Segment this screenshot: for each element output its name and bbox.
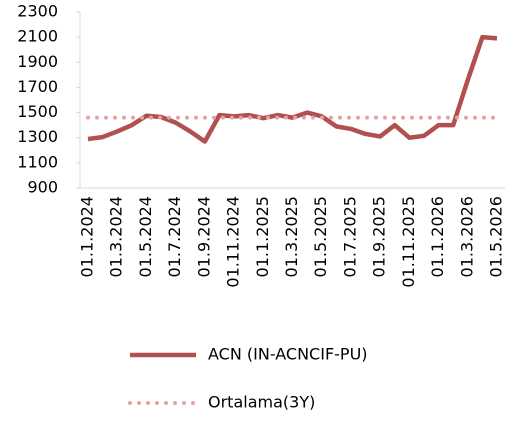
- y-tick-label: 1500: [17, 102, 58, 121]
- x-tick-label: 01.5.2025: [311, 196, 330, 277]
- x-tick-label: 01.3.2026: [457, 196, 476, 277]
- y-tick-label: 2100: [17, 27, 58, 46]
- x-tick-label: 01.1.2025: [253, 196, 272, 277]
- x-tick-label: 01.1.2024: [78, 196, 97, 277]
- x-tick-label: 01.7.2025: [340, 196, 359, 277]
- x-tick-label: 01.5.2026: [487, 196, 506, 277]
- x-tick-label: 01.1.2026: [428, 196, 447, 277]
- x-tick-label: 01.9.2025: [370, 196, 389, 277]
- x-tick-label: 01.9.2024: [194, 196, 213, 277]
- y-tick-label: 2300: [17, 2, 58, 21]
- legend-label: ACN (IN-ACNCIF-PU): [208, 345, 368, 364]
- y-tick-label: 1900: [17, 52, 58, 71]
- y-tick-label: 1300: [17, 127, 58, 146]
- y-tick-label: 1100: [17, 152, 58, 171]
- x-tick-label: 01.3.2024: [107, 196, 126, 277]
- x-tick-label: 01.3.2025: [282, 196, 301, 277]
- series-line: [87, 34, 498, 144]
- y-tick-label: 900: [27, 178, 58, 197]
- x-tick-label: 01.11.2025: [399, 196, 418, 288]
- x-tick-label: 01.5.2024: [136, 196, 155, 277]
- y-tick-label: 1700: [17, 77, 58, 96]
- x-tick-label: 01.7.2024: [165, 196, 184, 277]
- x-tick-label: 01.11.2024: [224, 196, 243, 288]
- legend-label: Ortalama(3Y): [208, 393, 315, 412]
